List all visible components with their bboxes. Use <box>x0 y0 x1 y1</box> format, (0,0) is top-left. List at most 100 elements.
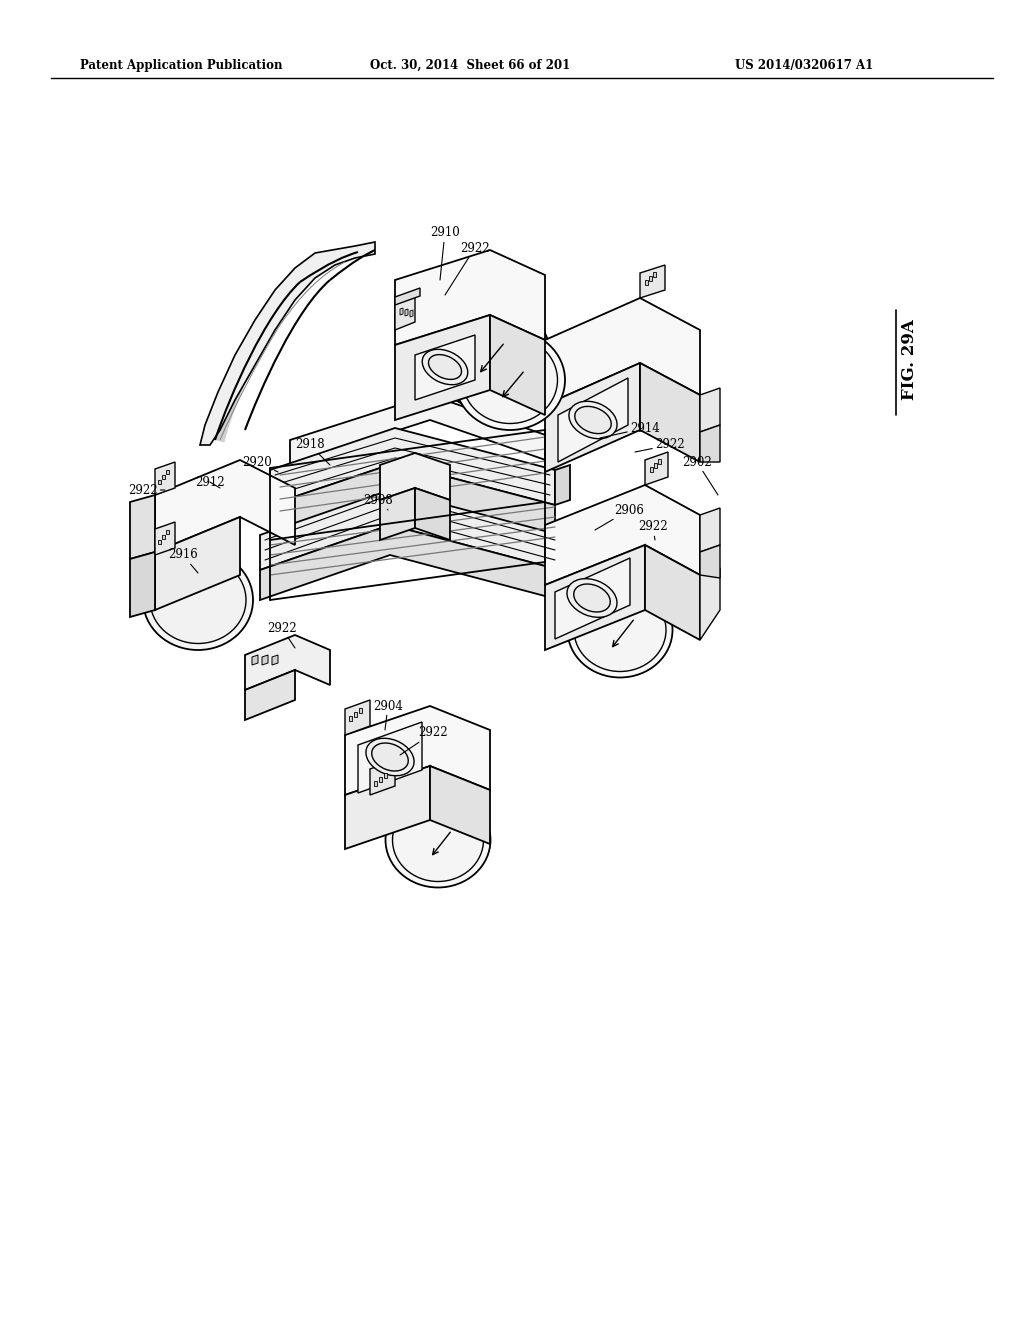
Polygon shape <box>155 462 175 495</box>
Polygon shape <box>158 540 161 544</box>
Polygon shape <box>252 655 258 665</box>
Polygon shape <box>545 298 700 405</box>
Polygon shape <box>700 545 720 578</box>
Polygon shape <box>645 451 668 484</box>
Polygon shape <box>200 242 375 445</box>
Text: 2922: 2922 <box>400 726 447 755</box>
Polygon shape <box>380 453 450 500</box>
Polygon shape <box>545 363 640 473</box>
Ellipse shape <box>455 330 565 430</box>
Polygon shape <box>410 310 413 317</box>
Polygon shape <box>345 700 370 735</box>
Ellipse shape <box>366 738 414 776</box>
Text: 2906: 2906 <box>595 503 644 531</box>
Ellipse shape <box>573 583 610 612</box>
Text: 2910: 2910 <box>430 227 460 280</box>
Polygon shape <box>700 425 720 462</box>
Ellipse shape <box>392 799 483 882</box>
Polygon shape <box>406 309 408 315</box>
Ellipse shape <box>428 355 462 379</box>
Polygon shape <box>558 378 628 462</box>
Polygon shape <box>370 760 395 795</box>
Text: 2914: 2914 <box>600 421 659 438</box>
Polygon shape <box>654 463 657 469</box>
Text: 2902: 2902 <box>682 455 718 495</box>
Polygon shape <box>395 294 415 330</box>
Text: 2922: 2922 <box>635 438 685 451</box>
Polygon shape <box>245 635 330 690</box>
Polygon shape <box>555 465 570 506</box>
Ellipse shape <box>372 743 409 771</box>
Polygon shape <box>270 428 555 506</box>
Ellipse shape <box>430 300 550 411</box>
Polygon shape <box>395 315 490 420</box>
Polygon shape <box>374 781 377 785</box>
Polygon shape <box>155 521 175 554</box>
Polygon shape <box>155 517 240 610</box>
Polygon shape <box>395 288 420 305</box>
Polygon shape <box>166 531 169 535</box>
Text: 2904: 2904 <box>373 700 402 730</box>
Polygon shape <box>415 335 475 400</box>
Polygon shape <box>345 706 490 795</box>
Ellipse shape <box>422 350 468 384</box>
Ellipse shape <box>143 550 253 649</box>
Text: 2912: 2912 <box>195 475 224 488</box>
Polygon shape <box>379 777 382 781</box>
Polygon shape <box>658 459 662 465</box>
Polygon shape <box>345 766 430 849</box>
Ellipse shape <box>437 308 543 403</box>
Polygon shape <box>262 655 268 665</box>
Polygon shape <box>645 545 700 640</box>
Text: 2922: 2922 <box>445 242 489 294</box>
Polygon shape <box>260 490 560 570</box>
Polygon shape <box>380 488 415 540</box>
Polygon shape <box>700 508 720 552</box>
Text: 2920: 2920 <box>242 455 278 473</box>
Polygon shape <box>272 655 278 665</box>
Polygon shape <box>130 495 155 558</box>
Polygon shape <box>349 715 352 721</box>
Text: FIG. 29A: FIG. 29A <box>901 319 919 400</box>
Ellipse shape <box>567 578 617 618</box>
Polygon shape <box>700 388 720 432</box>
Text: 2922: 2922 <box>128 483 165 496</box>
Polygon shape <box>430 766 490 843</box>
Ellipse shape <box>463 337 557 424</box>
Polygon shape <box>359 708 362 713</box>
Polygon shape <box>384 774 387 777</box>
Polygon shape <box>158 480 161 484</box>
Polygon shape <box>270 463 555 540</box>
Polygon shape <box>645 280 648 285</box>
Polygon shape <box>545 545 645 649</box>
Polygon shape <box>640 265 665 298</box>
Polygon shape <box>162 475 165 479</box>
Polygon shape <box>155 459 295 552</box>
Polygon shape <box>354 711 357 717</box>
Polygon shape <box>400 308 403 315</box>
Text: 2922: 2922 <box>638 520 668 540</box>
Polygon shape <box>545 484 700 585</box>
Polygon shape <box>640 363 700 462</box>
Text: 2908: 2908 <box>362 494 393 510</box>
Polygon shape <box>245 671 295 719</box>
Polygon shape <box>358 722 422 793</box>
Polygon shape <box>650 467 653 473</box>
Polygon shape <box>290 395 560 465</box>
Text: US 2014/0320617 A1: US 2014/0320617 A1 <box>735 58 873 71</box>
Ellipse shape <box>567 582 673 677</box>
Polygon shape <box>700 568 720 640</box>
Text: 2922: 2922 <box>267 622 297 648</box>
Polygon shape <box>395 249 545 345</box>
Polygon shape <box>415 488 450 540</box>
Polygon shape <box>260 525 560 601</box>
Polygon shape <box>649 276 652 281</box>
Ellipse shape <box>150 557 246 644</box>
Polygon shape <box>130 552 155 616</box>
Polygon shape <box>555 558 630 639</box>
Polygon shape <box>490 315 545 414</box>
Text: Oct. 30, 2014  Sheet 66 of 201: Oct. 30, 2014 Sheet 66 of 201 <box>370 58 570 71</box>
Ellipse shape <box>574 589 666 672</box>
Text: Patent Application Publication: Patent Application Publication <box>80 58 283 71</box>
Polygon shape <box>653 272 656 277</box>
